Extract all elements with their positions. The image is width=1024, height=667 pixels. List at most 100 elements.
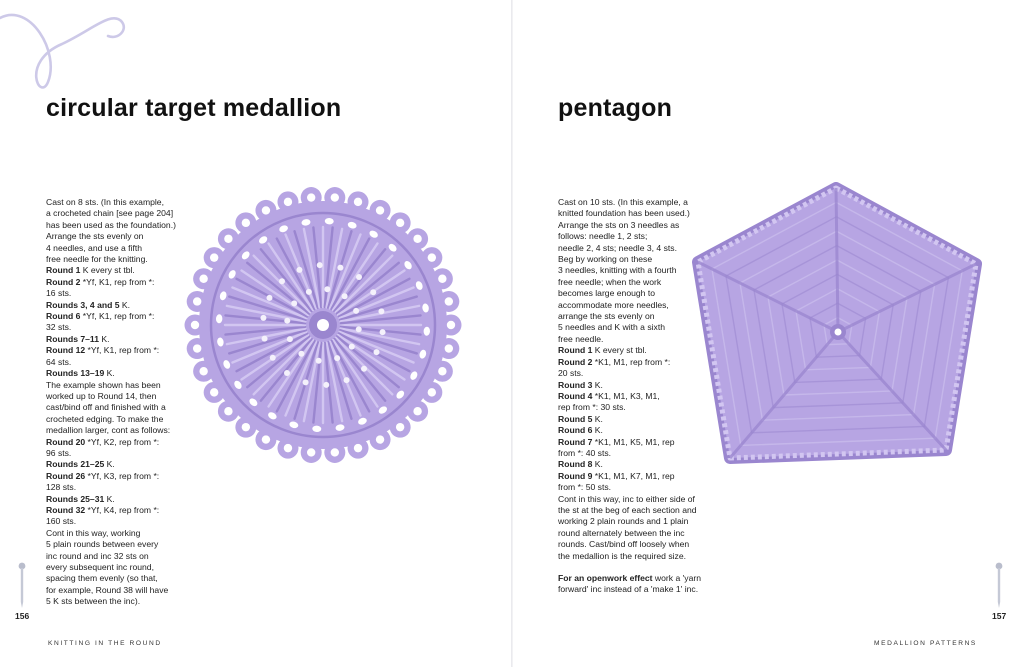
instruction-line: has been used as the foundation.) bbox=[46, 220, 196, 231]
edge-hole bbox=[413, 234, 422, 243]
eyelet bbox=[415, 281, 423, 290]
edge-hole bbox=[306, 448, 316, 457]
right-page: pentagon Cast on 10 sts. (In this exampl… bbox=[512, 0, 1024, 667]
instruction-line: Arrange the sts evenly on bbox=[46, 231, 196, 242]
instruction-line: Round 9 *K1, M1, K7, M1, rep bbox=[558, 471, 728, 482]
instruction-line: 32 sts. bbox=[46, 322, 196, 333]
instruction-line: Round 6 *Yf, K1, rep from *: bbox=[46, 311, 196, 322]
eyelet bbox=[404, 261, 412, 270]
instruction-text: Cont in this way, inc to either side of bbox=[558, 493, 695, 504]
eyelet bbox=[279, 225, 288, 233]
eyelet bbox=[373, 349, 380, 356]
knit-rib bbox=[240, 269, 310, 317]
instruction-line: Round 3 K. bbox=[558, 380, 728, 391]
eyelet bbox=[215, 314, 223, 324]
instruction-text: K. bbox=[99, 333, 110, 344]
instruction-text: K. bbox=[104, 493, 115, 504]
instruction-text: work a 'yarn bbox=[652, 573, 701, 583]
increase-line bbox=[697, 260, 839, 334]
eyelet bbox=[343, 377, 350, 384]
instruction-text: every subsequent inc round, bbox=[46, 562, 154, 572]
knit-rib bbox=[246, 335, 311, 389]
knitting-needle-icon bbox=[18, 562, 26, 608]
instruction-text: working 2 plain rounds and 1 plain bbox=[558, 516, 689, 527]
left-page: circular target medallion Cast on 8 sts.… bbox=[15, 94, 462, 647]
increase-line bbox=[834, 187, 840, 333]
instruction-text: 5 plain rounds between every bbox=[46, 539, 159, 550]
instruction-line: Rounds 25–31 K. bbox=[46, 494, 196, 505]
eyelet bbox=[388, 243, 397, 252]
instruction-text: K. bbox=[592, 379, 603, 390]
instruction-text: inc round and inc 32 sts on bbox=[46, 550, 149, 561]
instruction-line: Round 2 *K1, M1, rep from *: bbox=[558, 357, 728, 368]
round-label: Round 6 bbox=[558, 425, 593, 436]
instruction-text: 5 needles and K with a sixth bbox=[558, 322, 666, 333]
knit-rib bbox=[333, 337, 387, 402]
instruction-text: knitted foundation has been used.) bbox=[558, 208, 690, 219]
eyelet bbox=[341, 293, 348, 300]
instruction-text: K. bbox=[104, 368, 115, 379]
stitch-round bbox=[795, 288, 881, 371]
running-footer: MEDALLION PATTERNS bbox=[874, 640, 977, 647]
eyelet bbox=[316, 262, 323, 269]
instruction-line: medallion larger, cont as follows: bbox=[46, 425, 196, 436]
eyelet bbox=[370, 289, 377, 296]
edge-hole bbox=[261, 435, 271, 444]
eyelet bbox=[289, 421, 299, 429]
edge-hole bbox=[224, 407, 233, 416]
edge-hole bbox=[330, 448, 340, 457]
instruction-line: 128 sts. bbox=[46, 482, 196, 493]
knit-rib bbox=[302, 341, 321, 423]
eyelet bbox=[358, 417, 367, 425]
instruction-text: spacing them evenly (so that, bbox=[46, 573, 158, 584]
eyelet bbox=[361, 365, 368, 372]
instruction-text: becomes large enough to bbox=[558, 288, 655, 299]
stitch-round bbox=[739, 230, 936, 421]
knit-rib bbox=[334, 254, 394, 314]
instruction-line: The example shown has been bbox=[46, 380, 196, 391]
instruction-line: needle 2, 4 sts; needle 3, 4 sts. bbox=[558, 243, 728, 254]
instruction-line: 5 K sts between the inc). bbox=[46, 596, 196, 607]
knit-rib bbox=[336, 333, 406, 381]
eyelet bbox=[260, 314, 267, 321]
instruction-line: Round 26 *Yf, K3, rep from *: bbox=[46, 471, 196, 482]
instruction-line: worked up to Round 14, then bbox=[46, 391, 196, 402]
knit-rib bbox=[312, 341, 323, 424]
instruction-text: the medallion is the required size. bbox=[558, 550, 687, 561]
instruction-text: from *: 40 sts. bbox=[558, 447, 612, 458]
eyelet bbox=[378, 406, 387, 414]
instruction-line: Cont in this way, inc to either side of bbox=[558, 494, 728, 505]
knit-rib bbox=[328, 233, 362, 310]
knit-rib bbox=[333, 248, 387, 313]
instruction-text: forward' inc instead of a 'make 1' inc. bbox=[558, 584, 699, 595]
instruction-line: Round 12 *Yf, K1, rep from *: bbox=[46, 345, 196, 356]
instruction-text: free needle; when the work bbox=[558, 276, 662, 287]
running-footer: KNITTING IN THE ROUND bbox=[48, 640, 162, 647]
eyelet bbox=[234, 380, 242, 389]
pattern-instructions: Cast on 8 sts. (In this example, a croche… bbox=[46, 197, 196, 608]
instruction-line: cast/bind off and finished with a bbox=[46, 402, 196, 413]
center-hole bbox=[317, 319, 329, 331]
eyelet bbox=[296, 266, 303, 273]
edge-hole bbox=[306, 193, 316, 202]
edge-hole bbox=[353, 197, 363, 207]
instruction-text: 64 sts. bbox=[46, 356, 72, 367]
instruction-text: for example, Round 38 will have bbox=[46, 584, 169, 595]
knit-rib bbox=[259, 337, 313, 402]
round-label: For an openwork effect bbox=[558, 573, 653, 583]
instruction-line: a crocheted chain [see page 204] bbox=[46, 208, 196, 219]
round-label: Round 12 bbox=[46, 345, 86, 356]
knit-rib bbox=[224, 325, 307, 336]
knit-rib bbox=[231, 330, 308, 364]
stitch-round bbox=[725, 216, 950, 434]
eyelet bbox=[268, 412, 277, 420]
instruction-text: 20 sts. bbox=[558, 368, 584, 379]
edge-hole bbox=[413, 407, 422, 416]
knit-rib bbox=[252, 336, 312, 396]
round-label: Round 6 bbox=[46, 311, 81, 322]
eyelet bbox=[337, 264, 344, 271]
instruction-line: from *: 50 sts. bbox=[558, 482, 728, 493]
round-label: Round 20 bbox=[46, 436, 86, 447]
knit-rib bbox=[337, 277, 411, 318]
eyelet bbox=[241, 251, 250, 260]
